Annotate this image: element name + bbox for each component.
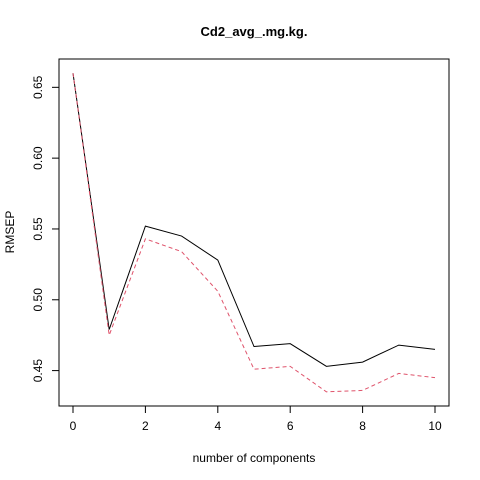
y-tick-label: 0.50	[31, 288, 45, 312]
x-tick-label: 4	[214, 419, 221, 433]
plot-frame	[58, 58, 450, 407]
x-tick-label: 2	[142, 419, 149, 433]
series-layer	[72, 73, 436, 393]
y-tick-label: 0.55	[31, 217, 45, 241]
series-line-2	[72, 73, 436, 393]
x-tick-label: 8	[359, 419, 366, 433]
y-tick-label: 0.60	[31, 146, 45, 170]
series-line-1	[72, 73, 436, 367]
y-tick-label: 0.45	[31, 359, 45, 383]
chart-title: Cd2_avg_.mg.kg.	[201, 24, 308, 39]
x-tick-label: 10	[428, 419, 442, 433]
x-tick-label: 0	[70, 419, 77, 433]
y-axis: 0.45 0.50 0.55 0.60 0.65	[31, 75, 60, 383]
y-tick-label: 0.65	[31, 75, 45, 99]
x-axis-label: number of components	[193, 451, 316, 465]
x-tick-label: 6	[287, 419, 294, 433]
x-axis: 0 2 4 6 8 10	[70, 405, 442, 433]
y-axis-label: RMSEP	[3, 211, 17, 254]
